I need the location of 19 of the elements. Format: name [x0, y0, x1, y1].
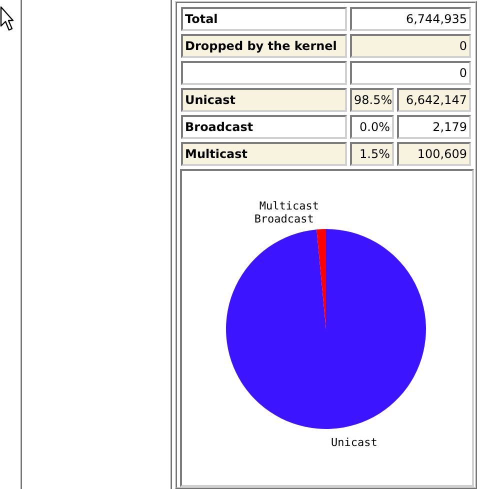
text: Unicast — [185, 93, 236, 107]
text: 0.0% — [360, 120, 390, 134]
text: 100,609 — [417, 147, 468, 161]
pie-slice — [316, 229, 326, 329]
text: 1.5% — [360, 147, 390, 161]
text: 6,642,147 — [406, 93, 468, 107]
text: Total — [185, 12, 218, 26]
text: 98.5% — [354, 93, 392, 107]
text: Broadcast — [185, 120, 254, 134]
slice-label: Multicast — [259, 199, 319, 212]
text: 0 — [459, 39, 468, 53]
text: 0 — [459, 66, 468, 80]
text: 2,179 — [432, 120, 468, 134]
slice-label: Unicast — [331, 436, 378, 449]
text: Multicast — [185, 147, 248, 161]
text: 6,744,935 — [406, 12, 468, 26]
pie-slice — [226, 229, 426, 429]
category-label: Broadcast — [254, 212, 314, 226]
text: Dropped by the kernel — [185, 39, 337, 53]
